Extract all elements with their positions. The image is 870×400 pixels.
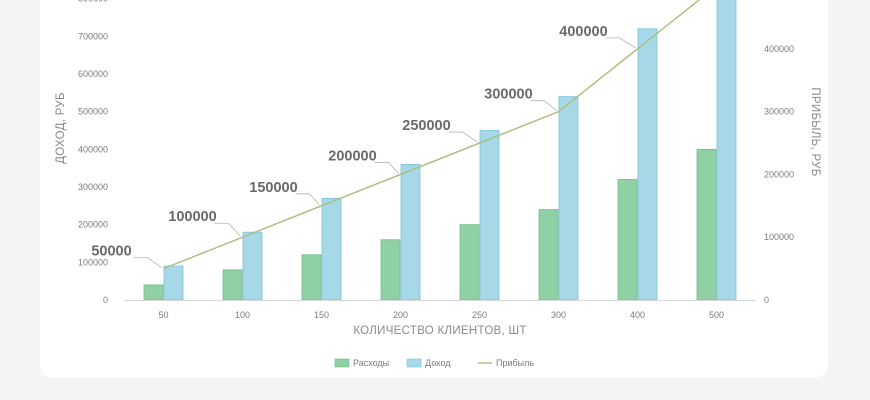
y-axis-ticks: 0 100000 200000 300000 400000 500000 600000 700… xyxy=(78,0,108,305)
profit-data-label: 400000 xyxy=(559,24,607,40)
x-tick-label: 200 xyxy=(393,310,408,320)
data-label-leader xyxy=(295,193,320,206)
expense-bar xyxy=(380,239,401,301)
y-tick-label: 800000 xyxy=(78,0,108,4)
profit-data-label: 200000 xyxy=(328,148,376,164)
expense-bar xyxy=(301,254,322,301)
y2-axis-title: ПРИБЫЛЬ, РУБ xyxy=(809,87,821,176)
profit-data-label: 100000 xyxy=(168,209,216,225)
legend-label: Доход xyxy=(425,358,451,368)
expense-bar xyxy=(696,148,717,301)
y2-tick-label: 300000 xyxy=(764,107,794,117)
expense-bar xyxy=(222,269,243,301)
y2-tick-label: 0 xyxy=(764,295,769,305)
profit-data-label: 50000 xyxy=(91,244,131,260)
legend-swatch xyxy=(334,358,350,368)
y-tick-label: 700000 xyxy=(78,31,108,41)
profit-data-label: 300000 xyxy=(484,87,532,103)
legend-label: Расходы xyxy=(353,358,389,368)
income-bar xyxy=(321,197,342,301)
y2-tick-label: 400000 xyxy=(764,44,794,54)
legend: Расходы Доход Прибыль xyxy=(334,358,534,368)
income-bar xyxy=(558,96,579,301)
y-tick-label: 100000 xyxy=(78,257,108,267)
y-tick-label: 600000 xyxy=(78,69,108,79)
x-tick-label: 400 xyxy=(630,310,645,320)
expense-bar xyxy=(459,224,480,301)
income-bar xyxy=(637,28,658,301)
income-bar xyxy=(400,163,421,301)
y-tick-label: 0 xyxy=(103,295,108,305)
data-label-leader xyxy=(605,37,636,49)
y-tick-label: 200000 xyxy=(78,220,108,230)
x-tick-label: 100 xyxy=(235,310,250,320)
data-label-leader xyxy=(448,131,478,143)
x-tick-label: 150 xyxy=(314,310,329,320)
data-label-leader xyxy=(133,257,162,268)
x-tick-label: 50 xyxy=(158,310,168,320)
data-label-leader xyxy=(530,100,557,111)
y-tick-label: 300000 xyxy=(78,182,108,192)
income-bar xyxy=(242,231,263,301)
x-axis-title: КОЛИЧЕСТВО КЛИЕНТОВ, ШТ xyxy=(353,325,526,337)
profit-line-layer xyxy=(163,0,701,270)
y-axis-title: ДОХОД, РУБ xyxy=(55,92,67,164)
y2-tick-label: 200000 xyxy=(764,169,794,179)
income-bar xyxy=(716,0,737,301)
data-label-leader xyxy=(214,222,241,237)
legend-label: Прибыль xyxy=(496,358,534,368)
data-labels-layer: 50000 100000 150000 200000 250000 300000 40000… xyxy=(91,24,636,268)
expense-bar xyxy=(538,209,559,301)
income-bar xyxy=(479,130,500,301)
profit-data-label: 250000 xyxy=(402,118,450,134)
y2-tick-label: 100000 xyxy=(764,232,794,242)
profit-data-label: 150000 xyxy=(249,180,297,196)
x-tick-label: 500 xyxy=(709,310,724,320)
income-bar xyxy=(163,265,184,301)
expense-bar xyxy=(143,284,164,301)
expense-bar xyxy=(617,179,638,301)
data-label-leader xyxy=(374,162,399,174)
y-tick-label: 400000 xyxy=(78,144,108,154)
y-tick-label: 500000 xyxy=(78,107,108,117)
legend-swatch xyxy=(406,358,422,368)
bars-layer xyxy=(143,0,737,301)
x-tick-label: 300 xyxy=(551,310,566,320)
profit-line xyxy=(163,0,701,270)
x-tick-label: 250 xyxy=(472,310,487,320)
x-axis-ticks: 50 100 150 200 250 300 400 500 xyxy=(158,310,724,320)
